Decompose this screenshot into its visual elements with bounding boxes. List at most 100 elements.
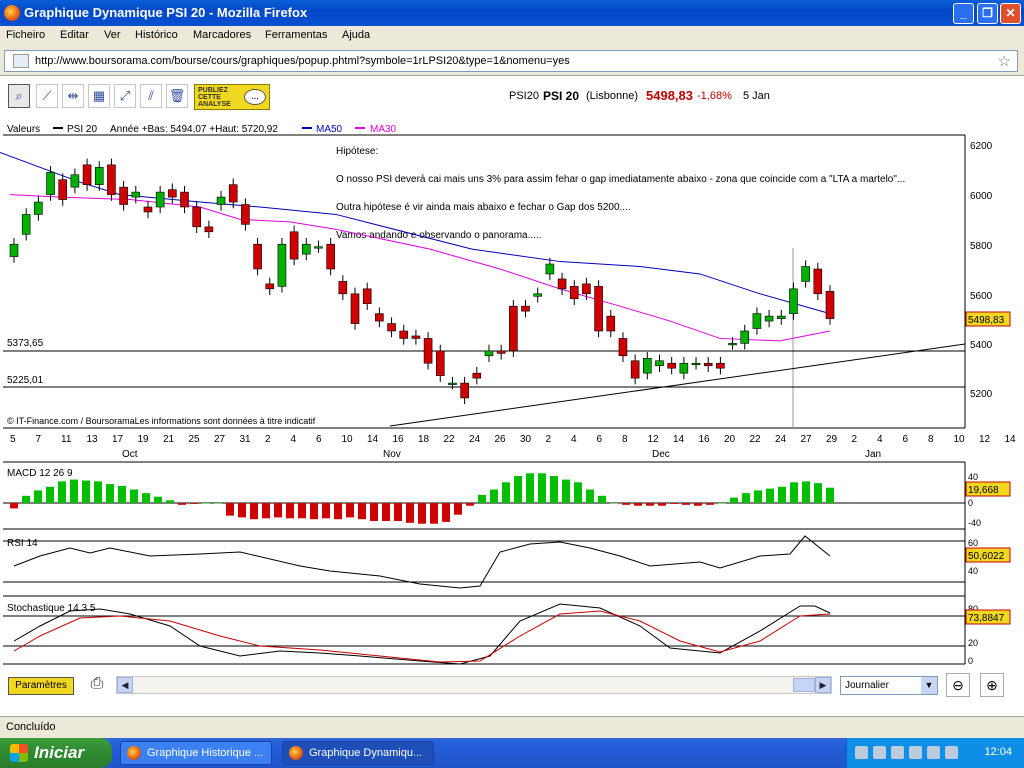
macd-tick-40: 40 (968, 472, 978, 482)
price-tick-5800: 5800 (970, 241, 993, 252)
scroll-left-icon[interactable]: ◀ (117, 677, 133, 693)
candle (618, 338, 628, 357)
candle (204, 226, 214, 233)
macd-bar (766, 488, 774, 503)
annotation-line-2: O nosso PSI deverá cai mais uns 3% para … (336, 174, 905, 185)
publish-analysis-button[interactable]: PUBLIEZ CETTE ANALYSE … (194, 84, 270, 110)
scroll-thumb[interactable] (793, 678, 815, 692)
ma30-label: MA30 (370, 124, 397, 135)
date-tick: 13 (87, 434, 99, 445)
candle (509, 305, 518, 352)
chevron-down-icon[interactable]: ▼ (921, 677, 937, 694)
candle (679, 362, 689, 374)
minimize-button[interactable]: _ (953, 3, 974, 24)
url-field[interactable]: http://www.boursorama.com/bourse/cours/g… (4, 50, 1018, 72)
status-text: Concluído (6, 721, 56, 733)
zoom-icon[interactable]: ⌕ (8, 84, 30, 108)
macd-bar (202, 503, 210, 504)
bookmark-star-icon[interactable]: ☆ (997, 53, 1011, 70)
period-select[interactable]: Journalier ▼ (840, 676, 938, 695)
menu-historico[interactable]: Histórico (135, 29, 178, 41)
menu-ver[interactable]: Ver (104, 29, 121, 41)
volume-icon[interactable] (909, 746, 922, 759)
candle (411, 335, 421, 339)
stoch-label: Stochastique 14 3 5 (7, 603, 96, 614)
maximize-button[interactable]: ❐ (977, 3, 998, 24)
candle (216, 196, 226, 205)
date-tick: 31 (240, 434, 252, 445)
task-graphique-dynamique[interactable]: Graphique Dynamiqu... (282, 741, 434, 765)
task-graphique-historique[interactable]: Graphique Historique ... (120, 741, 272, 765)
menu-ferramentas[interactable]: Ferramentas (265, 29, 328, 41)
macd-bar (238, 503, 246, 518)
line-icon[interactable]: ⟋ (36, 84, 58, 108)
date-tick: 2 (265, 434, 271, 445)
candle (703, 362, 713, 367)
candle (387, 323, 396, 332)
candle (362, 288, 372, 305)
date-tick: 26 (495, 434, 507, 445)
price-chart[interactable]: Valeurs PSI 20 Année +Bas: 5494,07 +Haut… (0, 116, 1024, 676)
candle (521, 305, 530, 312)
macd-bar (502, 482, 510, 503)
menu-editar[interactable]: Editar (60, 29, 89, 41)
candle (569, 286, 579, 300)
menu-ajuda[interactable]: Ajuda (342, 29, 371, 41)
candle (289, 231, 299, 260)
quote-change: -1,68% (697, 90, 732, 102)
menu-marcadores[interactable]: Marcadores (193, 29, 252, 41)
period-value: Journalier (845, 680, 889, 691)
macd-bar (262, 503, 270, 519)
title-bar[interactable]: Graphique Dynamique PSI 20 - Mozilla Fir… (0, 0, 1024, 26)
macd-bar (214, 503, 222, 504)
macd-bar (634, 503, 642, 506)
candle (776, 315, 786, 319)
update-icon[interactable] (945, 746, 958, 759)
candle (545, 263, 555, 275)
month-dec: Dec (652, 449, 670, 460)
candle (375, 313, 384, 322)
firefox-task-icon (127, 746, 141, 760)
macd-bar (286, 503, 294, 519)
rsi-label: RSI 14 (7, 538, 38, 549)
network-icon[interactable] (873, 746, 886, 759)
fibo-icon[interactable]: ▦ (88, 84, 110, 108)
zoom-out-button[interactable]: ⊖ (946, 673, 970, 697)
candle (801, 266, 810, 282)
help-icon[interactable] (855, 746, 868, 759)
tray-icon[interactable] (891, 746, 904, 759)
macd-bar (442, 503, 450, 522)
security-icon[interactable] (927, 746, 940, 759)
start-button[interactable]: Iniciar (0, 738, 112, 768)
date-tick: 20 (724, 434, 736, 445)
speech-bubble-icon: … (244, 89, 266, 105)
candle (667, 362, 676, 369)
printer-icon[interactable]: ⎙ (90, 675, 104, 692)
menu-ficheiro[interactable]: Ficheiro (6, 29, 46, 41)
scroll-right-icon[interactable]: ▶ (815, 677, 831, 693)
macd-bar (598, 495, 606, 503)
macd-bar (10, 503, 18, 509)
date-tick: 16 (699, 434, 711, 445)
close-button[interactable]: ✕ (1000, 3, 1021, 24)
date-tick: 22 (750, 434, 762, 445)
trend-icon[interactable]: ⤢ (114, 84, 136, 108)
quote-market: (Lisbonne) (586, 90, 638, 102)
candle (789, 288, 798, 314)
url-text[interactable]: http://www.boursorama.com/bourse/cours/g… (35, 55, 570, 67)
date-tick: 27 (214, 434, 226, 445)
candle (423, 338, 433, 364)
trash-icon[interactable]: 🗑 (166, 84, 188, 108)
zoom-in-button[interactable]: ⊕ (980, 673, 1004, 697)
date-tick: 7 (36, 434, 42, 445)
date-tick: 4 (877, 434, 883, 445)
annotation-line-4: Vamos andando e observando o panorama...… (336, 230, 542, 241)
hline-icon[interactable]: ⇹ (62, 84, 84, 108)
parallel-icon[interactable]: ⫽ (140, 84, 162, 108)
chart-scrollbar[interactable]: ◀ ▶ (116, 676, 832, 694)
stoch-tick-0: 0 (968, 656, 973, 666)
windows-flag-icon (10, 744, 28, 762)
parameters-button[interactable]: Paramètres (8, 677, 74, 695)
macd-last-box (965, 481, 1011, 497)
macd-bar (622, 503, 630, 505)
